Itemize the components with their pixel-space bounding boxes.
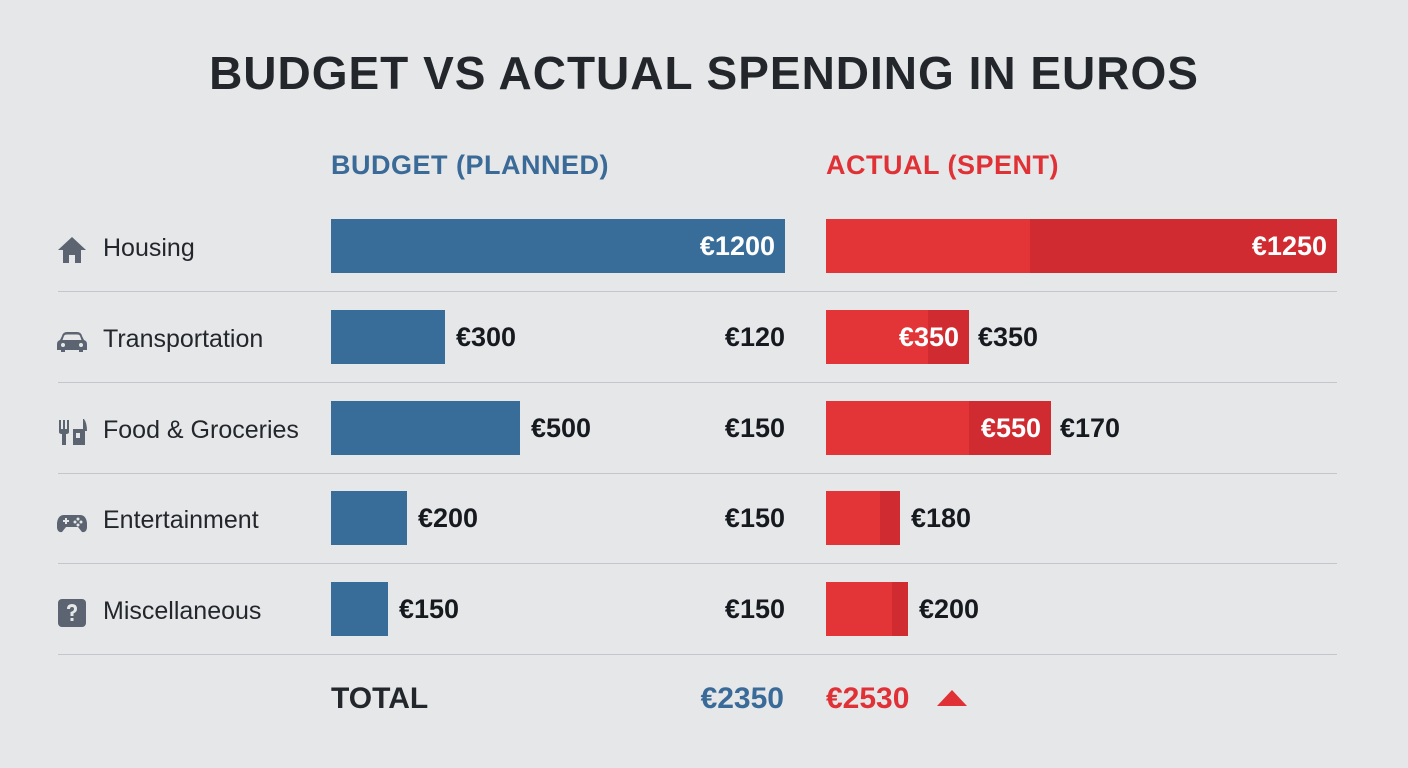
actual-secondary-label: €170 [1060,413,1121,443]
total-label: TOTAL [331,682,429,715]
actual-bar-dark-segment [880,491,900,545]
actual-bar-dark-segment [928,310,969,364]
budget-secondary-label: €120 [724,322,785,352]
actual-bar-dark-segment [969,401,1051,455]
actual-bar-dark-segment [892,582,908,636]
category-label: Housing [103,234,195,262]
row-separator [58,563,1337,564]
actual-value-label: €550 [980,413,1041,443]
budget-value-label: €150 [399,594,460,624]
actual-bar [826,310,969,364]
up-triangle-icon [937,690,967,706]
budget-bar [331,401,520,455]
actual-value-label: €1250 [1251,231,1327,261]
chart-row-5: Miscellaneous €150 €150 €200 [0,582,1408,673]
chart-row-3: Food & Groceries €500 €150 €550 €170 [0,401,1408,492]
budget-value-label: €500 [531,413,592,443]
gamepad-icon [56,507,88,537]
total-budget-value: €2350 [700,682,784,715]
budget-bar [331,310,445,364]
chart-title: BUDGET VS ACTUAL SPENDING IN EUROS [209,47,1199,99]
total-actual-value: €2530 [826,682,910,715]
budget-bar [331,491,407,545]
actual-bar [826,401,1051,455]
row-separator [58,473,1337,474]
cutlery-icon [56,417,88,447]
category-label: Food & Groceries [103,416,299,444]
question-icon [56,598,88,628]
category-label: Miscellaneous [103,597,262,625]
actual-bar [826,219,1337,273]
budget-column-header: BUDGET (PLANNED) [331,150,609,180]
actual-value-label: €180 [911,503,972,533]
actual-bar [826,582,908,636]
category-label: Entertainment [103,506,259,534]
budget-secondary-label: €150 [724,413,785,443]
car-icon [56,326,88,356]
budget-secondary-label: €150 [724,503,785,533]
budget-bar [331,219,785,273]
row-separator [58,382,1337,383]
actual-secondary-label: €350 [978,322,1039,352]
category-label: Transportation [103,325,264,353]
actual-bar-dark-segment [1030,219,1337,273]
budget-value-label: €300 [456,322,517,352]
actual-column-header: ACTUAL (SPENT) [826,150,1059,180]
actual-value-label: €350 [898,322,959,352]
row-separator [58,291,1337,292]
row-separator [58,654,1337,655]
budget-bar [331,582,388,636]
chart-row-2: Transportation €300 €120 €350 €350 [0,310,1408,401]
house-icon [56,235,88,265]
chart-row-1: Housing €1200 €1250 [0,219,1408,310]
budget-value-label: €1200 [699,231,775,261]
actual-value-label: €200 [919,594,980,624]
budget-value-label: €200 [418,503,479,533]
actual-bar [826,491,900,545]
budget-secondary-label: €150 [724,594,785,624]
chart-row-4: Entertainment €200 €150 €180 [0,491,1408,582]
